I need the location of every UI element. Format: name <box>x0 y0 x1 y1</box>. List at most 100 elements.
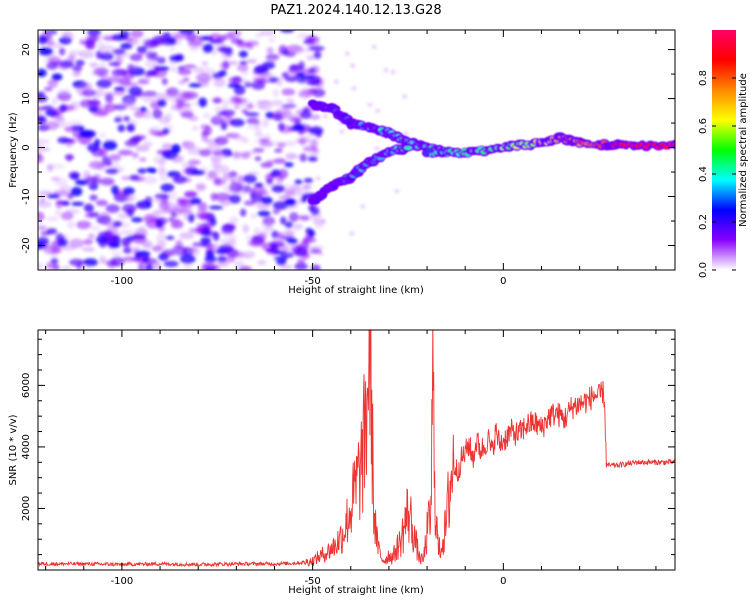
noise-cell <box>253 227 261 237</box>
noise-cell <box>124 99 136 108</box>
noise-cell <box>204 125 213 136</box>
noise-cell <box>82 89 97 97</box>
noise-cell <box>261 118 270 128</box>
noise-cell <box>117 212 128 220</box>
noise-cell <box>159 202 171 208</box>
noise-cell <box>334 80 339 84</box>
noise-cell <box>360 204 365 208</box>
noise-cell <box>59 47 66 56</box>
noise-cell <box>159 175 169 181</box>
noise-cell <box>127 64 139 71</box>
noise-cell <box>254 132 264 139</box>
spectrogram-y-tick-label: 20 <box>21 43 32 56</box>
noise-cell <box>285 98 294 104</box>
noise-cell <box>264 133 271 141</box>
noise-cell <box>202 113 211 119</box>
noise-cell <box>305 227 313 234</box>
noise-cell <box>302 67 314 76</box>
noise-cell <box>98 211 111 222</box>
noise-cell <box>285 154 302 159</box>
noise-cell <box>147 168 157 174</box>
noise-cell <box>304 88 320 95</box>
noise-cell <box>111 250 123 257</box>
noise-cell <box>53 120 68 128</box>
noise-cell <box>216 47 233 52</box>
noise-cell <box>259 141 274 148</box>
noise-cell <box>259 30 276 36</box>
noise-cell <box>108 61 121 66</box>
noise-cell <box>170 104 182 111</box>
noise-cell <box>137 168 147 174</box>
noise-cell <box>303 178 314 183</box>
noise-cell <box>262 216 276 226</box>
noise-cell <box>323 114 328 118</box>
noise-cell <box>152 155 168 165</box>
noise-cell <box>80 82 91 90</box>
noise-cell <box>268 36 276 44</box>
noise-cell <box>375 147 380 151</box>
noise-cell <box>142 176 158 185</box>
noise-cell <box>38 147 51 152</box>
noise-cell <box>254 32 264 39</box>
noise-cell <box>261 196 273 205</box>
noise-cell <box>282 140 297 146</box>
noise-cell <box>117 124 126 133</box>
noise-cell <box>68 50 84 56</box>
noise-cell <box>311 264 321 270</box>
noise-cell <box>119 229 135 236</box>
noise-cell <box>103 103 112 110</box>
noise-cell <box>135 250 151 258</box>
colorbar-tick-label: 0.4 <box>698 166 709 182</box>
noise-cell <box>375 109 380 113</box>
noise-cell <box>277 122 285 131</box>
noise-cell <box>76 220 92 230</box>
noise-cell <box>153 65 160 75</box>
noise-cell <box>232 134 245 141</box>
snr-frame <box>37 329 676 571</box>
noise-cell <box>84 39 95 49</box>
noise-cell <box>229 118 245 127</box>
noise-cell <box>161 249 175 257</box>
noise-cell <box>129 174 140 181</box>
noise-cell <box>292 223 304 231</box>
noise-cell <box>146 51 154 60</box>
noise-cell <box>243 250 256 259</box>
noise-cell <box>153 198 168 204</box>
noise-cell <box>238 50 248 58</box>
noise-cell <box>105 161 113 167</box>
noise-cell <box>156 240 167 251</box>
noise-cell <box>137 51 146 56</box>
noise-cell <box>277 49 291 57</box>
noise-cell <box>236 175 246 184</box>
noise-cell <box>299 153 307 162</box>
snr-background <box>38 330 675 570</box>
noise-cell <box>87 143 100 153</box>
noise-cell <box>234 97 248 105</box>
noise-cell <box>310 138 319 149</box>
noise-cell <box>129 246 142 251</box>
noise-cell <box>281 88 296 96</box>
noise-cell <box>349 232 354 236</box>
noise-cell <box>105 168 119 175</box>
noise-cell <box>299 136 311 143</box>
noise-cell <box>205 243 220 251</box>
noise-cell <box>163 260 179 268</box>
noise-cell <box>241 108 249 114</box>
noise-cell <box>225 113 233 119</box>
snr-y-axis-label: SNR (10 * v/v) <box>8 414 19 485</box>
noise-cell <box>99 255 106 265</box>
noise-cell <box>179 232 195 240</box>
noise-cell <box>202 43 214 53</box>
colorbar-gradient <box>712 30 736 270</box>
noise-cell <box>83 258 98 267</box>
noise-cell <box>277 232 285 240</box>
noise-cell <box>189 34 203 45</box>
noise-cell <box>128 86 143 96</box>
noise-cell <box>38 111 44 118</box>
noise-cell <box>217 260 230 268</box>
noise-cell <box>266 222 273 231</box>
noise-cell <box>95 199 108 207</box>
noise-cell <box>82 238 94 246</box>
noise-cell <box>67 120 83 127</box>
